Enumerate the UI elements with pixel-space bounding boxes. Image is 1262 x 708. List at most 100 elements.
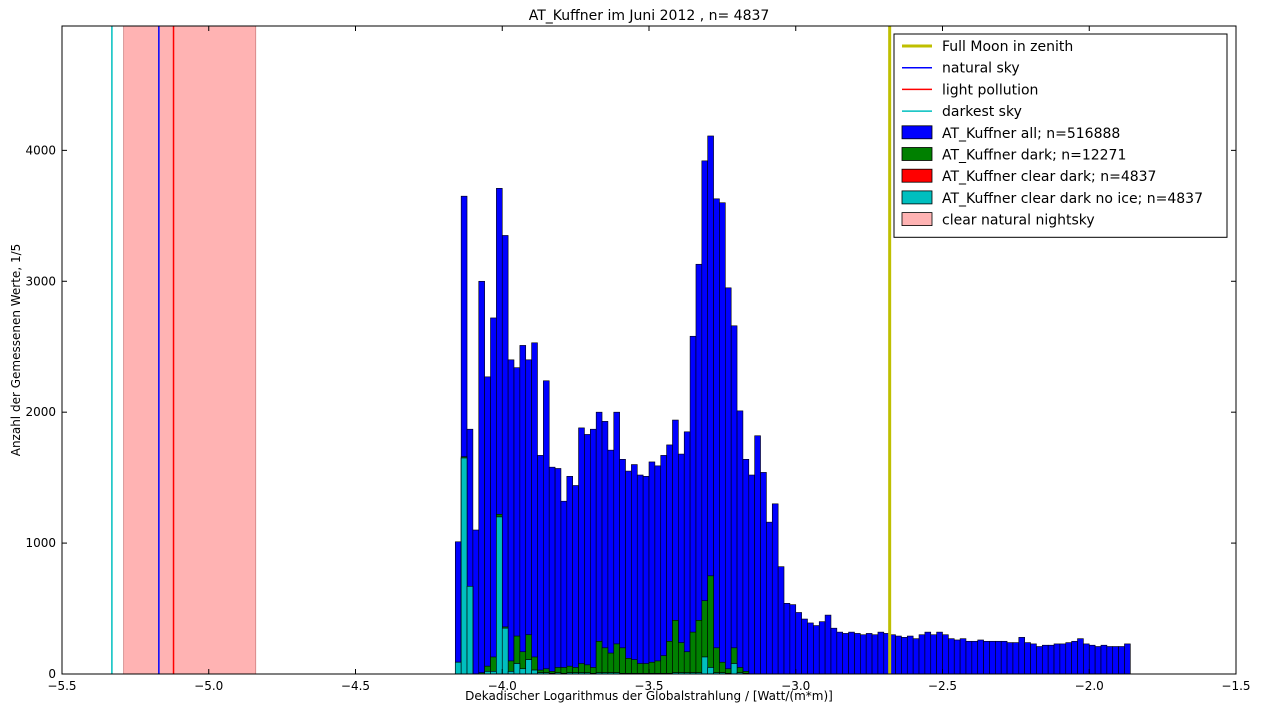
legend-label: AT_Kuffner clear dark no ice; n=4837	[942, 191, 1203, 207]
bar	[1041, 644, 1049, 675]
bar	[595, 411, 603, 675]
bar	[777, 566, 785, 675]
bar	[801, 618, 808, 675]
bar	[707, 575, 714, 675]
bar	[631, 464, 638, 675]
legend-box	[893, 33, 1228, 238]
bar	[519, 345, 527, 675]
bar	[660, 655, 667, 675]
x-tick-label: −3.5	[634, 679, 663, 693]
bar	[595, 640, 603, 675]
bar	[1094, 646, 1102, 675]
bar	[654, 465, 662, 675]
bar	[854, 633, 861, 675]
x-tick-label: −4.0	[488, 679, 517, 693]
bar	[871, 634, 879, 675]
bar	[484, 376, 491, 675]
bar	[918, 634, 926, 675]
bar	[607, 652, 615, 675]
bar	[930, 634, 937, 675]
bar	[525, 659, 532, 675]
bar	[942, 634, 949, 675]
y-tick-label: 1000	[25, 536, 56, 550]
bar	[807, 622, 814, 675]
bar	[1012, 642, 1020, 675]
bar	[1112, 646, 1119, 675]
bar	[1053, 643, 1061, 675]
bar	[589, 428, 597, 675]
bar	[566, 476, 573, 675]
bar	[1106, 646, 1114, 675]
bar	[860, 634, 867, 675]
bar	[1083, 643, 1090, 675]
bar	[906, 635, 914, 675]
bar	[601, 421, 609, 675]
bar	[818, 621, 826, 675]
x-axis: −5.5 −5.0 −4.5 −4.0 −3.5 −3.0 −2.5 −2.0 −1.5	[47, 26, 1251, 693]
bar	[636, 474, 644, 675]
bar	[613, 643, 620, 675]
legend-label: darkest sky	[942, 104, 1022, 120]
bar	[1077, 638, 1084, 675]
bar	[877, 631, 885, 675]
bar	[501, 627, 509, 675]
bar	[771, 503, 779, 675]
bar	[760, 472, 767, 675]
bar	[678, 642, 685, 675]
bar	[1018, 637, 1025, 675]
bar	[989, 640, 996, 675]
plot-area	[111, 25, 1131, 675]
legend-label: AT_Kuffner all; n=516888	[942, 126, 1120, 142]
bar	[701, 656, 709, 675]
bar	[730, 663, 738, 675]
bar	[636, 663, 644, 675]
bar	[642, 476, 650, 675]
y-axis: 0 1000 2000 3000 4000	[25, 143, 1236, 681]
bar	[836, 631, 844, 675]
bar	[707, 667, 714, 675]
bar	[1036, 646, 1043, 675]
y-tick-label: 2000	[25, 405, 56, 419]
legend: Full Moon in zenith natural sky light poll…	[893, 33, 1228, 238]
bar	[548, 466, 556, 675]
x-tick-label: −5.5	[47, 679, 76, 693]
bar	[824, 614, 832, 675]
bar	[789, 604, 797, 675]
bar	[631, 659, 638, 675]
bar	[589, 667, 597, 675]
y-axis-label: Anzahl der Gemessenen Werte, 1/5	[9, 244, 23, 457]
bar	[766, 521, 773, 675]
bar	[983, 640, 990, 675]
x-tick-label: −3.0	[781, 679, 810, 693]
bar	[813, 625, 820, 675]
legend-item: clear natural nightsky	[901, 212, 1095, 229]
bar	[543, 380, 550, 675]
x-tick-label: −4.5	[341, 679, 370, 693]
bar	[895, 635, 902, 675]
bar	[501, 235, 509, 675]
bar	[578, 427, 585, 675]
bar	[701, 160, 709, 675]
bar	[713, 647, 720, 675]
bar	[531, 669, 538, 675]
legend-label: clear natural nightsky	[942, 213, 1095, 229]
bar	[466, 585, 474, 675]
bar	[965, 640, 973, 675]
bar	[660, 455, 667, 675]
legend-swatch-patch	[901, 147, 933, 161]
bar	[1100, 644, 1108, 675]
bar	[537, 455, 544, 675]
bar	[478, 280, 485, 675]
legend-item: AT_Kuffner clear dark no ice; n=4837	[901, 190, 1203, 207]
bar	[531, 342, 538, 675]
bar	[666, 444, 673, 675]
bar	[1071, 640, 1078, 675]
legend-swatch-patch	[901, 190, 933, 205]
bar	[648, 461, 656, 675]
bar	[672, 620, 679, 675]
bar	[619, 647, 626, 675]
x-axis-label: Dekadischer Logarithmus der Globalstrahl…	[465, 689, 833, 703]
bar	[948, 638, 955, 675]
bar	[901, 637, 908, 675]
bar	[924, 631, 932, 675]
